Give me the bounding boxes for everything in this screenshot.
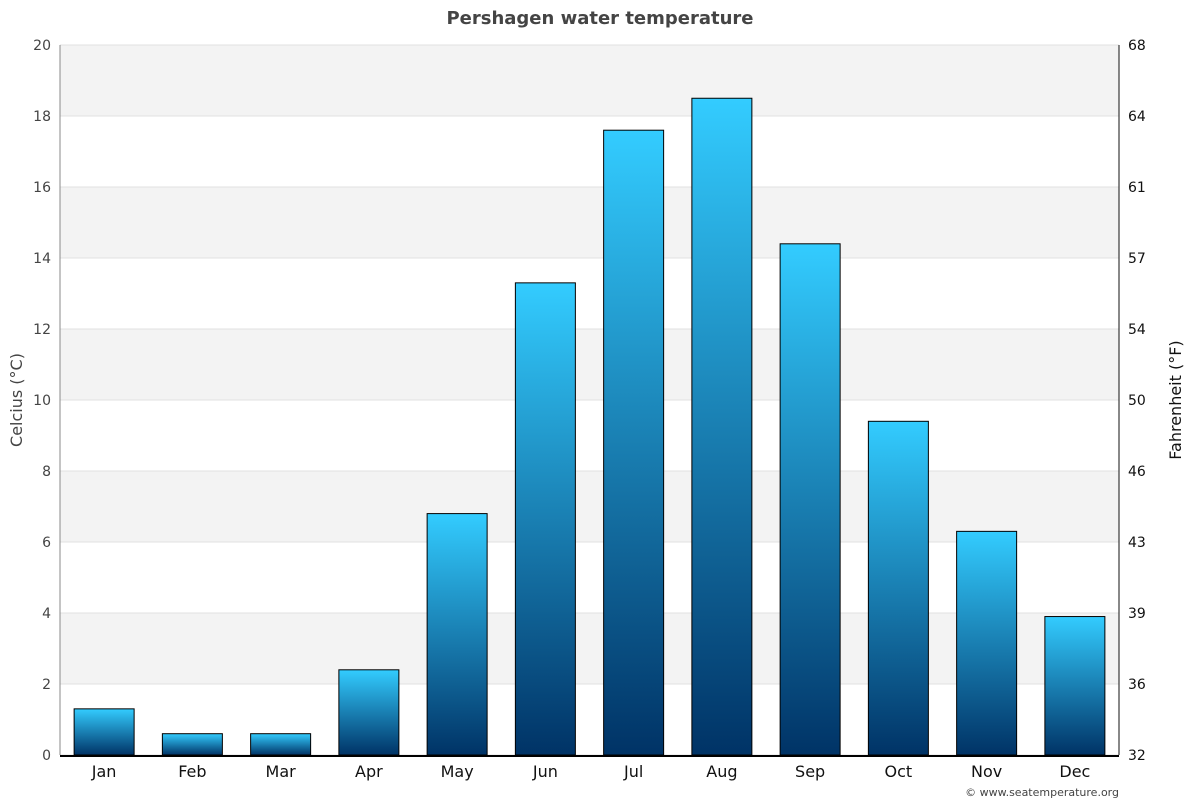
credit: © www.seatemperature.org bbox=[965, 786, 1119, 799]
bar-apr bbox=[338, 669, 400, 756]
grid-band bbox=[60, 45, 1119, 116]
chart-title: Pershagen water temperature bbox=[446, 8, 753, 29]
y2-tick-label: 57 bbox=[1128, 251, 1146, 267]
bar-aug bbox=[691, 97, 753, 756]
y2-tick-label: 54 bbox=[1128, 322, 1146, 338]
x-tick-label: Aug bbox=[706, 762, 737, 781]
x-tick-label: Jun bbox=[532, 762, 558, 781]
y-tick-label: 20 bbox=[33, 38, 51, 54]
y2-tick-label: 39 bbox=[1128, 606, 1146, 622]
y-tick-label: 4 bbox=[42, 606, 51, 622]
x-tick-label: Jan bbox=[91, 762, 117, 781]
y-tick-label: 18 bbox=[33, 109, 51, 125]
x-tick-label: Mar bbox=[266, 762, 297, 781]
y-axis-label: Celcius (°C) bbox=[7, 353, 26, 447]
y-tick-label: 2 bbox=[42, 677, 51, 693]
x-tick-label: Dec bbox=[1059, 762, 1090, 781]
bar-jun bbox=[514, 282, 576, 756]
grid-band bbox=[60, 187, 1119, 258]
y2-tick-label: 61 bbox=[1128, 180, 1146, 196]
grid-band bbox=[60, 613, 1119, 684]
x-tick-label: Jul bbox=[623, 762, 643, 781]
y2-tick-label: 46 bbox=[1128, 464, 1146, 480]
x-tick-label: Feb bbox=[178, 762, 206, 781]
x-tick-label: May bbox=[441, 762, 474, 781]
grid-band bbox=[60, 471, 1119, 542]
y-tick-label: 0 bbox=[42, 748, 51, 764]
y2-axis-label: Fahrenheit (°F) bbox=[1166, 340, 1185, 459]
y2-tick-label: 50 bbox=[1128, 393, 1146, 409]
bar-nov bbox=[956, 530, 1018, 756]
bar-mar bbox=[250, 733, 312, 756]
bar-sep bbox=[779, 243, 841, 756]
x-tick-label: Oct bbox=[885, 762, 913, 781]
y-tick-label: 8 bbox=[42, 464, 51, 480]
y2-tick-label: 36 bbox=[1128, 677, 1146, 693]
y-tick-label: 6 bbox=[42, 535, 51, 551]
y2-tick-label: 64 bbox=[1128, 109, 1146, 125]
x-tick-label: Sep bbox=[795, 762, 825, 781]
x-tick-label: Apr bbox=[355, 762, 383, 781]
y2-tick-label: 68 bbox=[1128, 38, 1146, 54]
y-tick-label: 12 bbox=[33, 322, 51, 338]
bar-jan bbox=[73, 708, 135, 756]
bar-feb bbox=[161, 733, 223, 756]
x-tick-label: Nov bbox=[971, 762, 1002, 781]
y-tick-label: 16 bbox=[33, 180, 51, 196]
bar-oct bbox=[867, 420, 929, 756]
bar-dec bbox=[1044, 616, 1106, 756]
y2-tick-label: 43 bbox=[1128, 535, 1146, 551]
grid-band bbox=[60, 329, 1119, 400]
y-tick-label: 14 bbox=[33, 251, 51, 267]
bar-may bbox=[426, 513, 488, 756]
y2-tick-label: 32 bbox=[1128, 748, 1146, 764]
y-tick-label: 10 bbox=[33, 393, 51, 409]
bar-jul bbox=[603, 129, 665, 756]
